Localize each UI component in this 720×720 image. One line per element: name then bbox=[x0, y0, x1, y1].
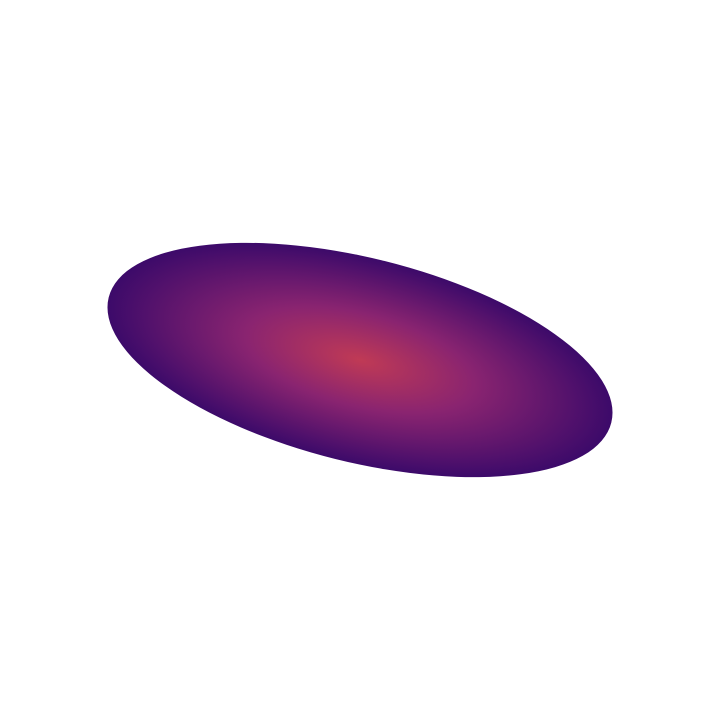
image-canvas bbox=[0, 0, 720, 720]
gradient-ellipse-figure bbox=[0, 0, 720, 720]
